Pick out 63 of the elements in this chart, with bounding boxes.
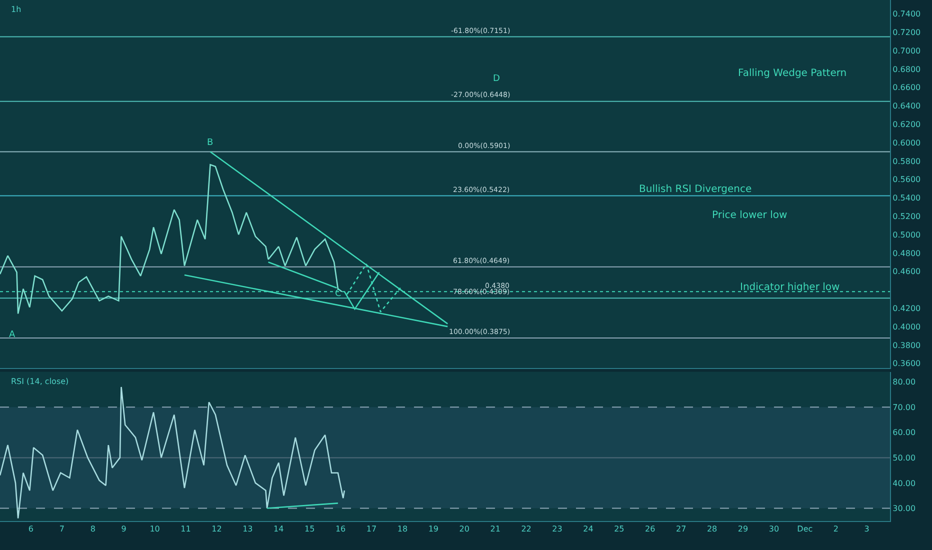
- y-tick-label: 0.4800: [892, 248, 921, 258]
- x-tick-label: 18: [397, 524, 408, 534]
- y-tick-label: 0.7400: [892, 10, 921, 19]
- y-tick-label: 0.6400: [892, 102, 921, 111]
- y-tick-label: 60.00: [892, 428, 916, 438]
- x-tick-label: 3: [864, 524, 870, 534]
- x-tick-label: 14: [274, 524, 284, 534]
- x-tick-label: 22: [521, 524, 532, 534]
- x-tick-label: 25: [614, 524, 624, 534]
- y-tick-label: 40.00: [892, 478, 916, 488]
- x-tick-label: 23: [552, 524, 562, 534]
- x-tick-label: 7: [59, 524, 64, 534]
- annotation: Falling Wedge Pattern: [738, 68, 847, 79]
- x-tick-label: 26: [645, 524, 656, 534]
- y-tick-label: 0.3800: [892, 340, 921, 350]
- y-tick-label: 30.00: [892, 504, 916, 514]
- x-tick-label: 17: [366, 524, 377, 534]
- y-tick-label: 50.00: [892, 453, 916, 462]
- text: RSI (14, close): [11, 377, 69, 386]
- annotation: Indicator higher low: [740, 282, 840, 293]
- annotation: Bullish RSI Divergence: [639, 184, 752, 195]
- y-tick-label: 0.6800: [892, 64, 921, 74]
- x-tick-label: 15: [304, 524, 315, 534]
- annotation: A: [9, 330, 16, 340]
- x-tick-label: 11: [180, 524, 191, 534]
- x-tick-label: 6: [28, 524, 34, 534]
- text: 1h: [11, 5, 22, 14]
- x-tick-label: 20: [459, 524, 470, 534]
- y-tick-label: 0.7000: [892, 46, 921, 56]
- annotation: Price lower low: [712, 210, 788, 221]
- x-tick-label: 9: [121, 524, 126, 534]
- y-tick-label: 0.5600: [892, 175, 921, 184]
- x-tick-label: 12: [212, 524, 222, 534]
- y-tick-label: 0.6600: [892, 83, 921, 92]
- y-tick-label: 0.3600: [892, 359, 921, 368]
- x-tick-label: 24: [583, 524, 594, 534]
- y-tick-label: 0.5400: [892, 194, 921, 203]
- x-tick-label: Dec: [797, 524, 813, 534]
- annotation: B: [207, 138, 214, 148]
- x-tick-label: 28: [706, 524, 718, 534]
- annotation: C: [335, 289, 342, 299]
- x-tick-label: 29: [738, 524, 748, 534]
- x-tick-label: 10: [150, 524, 160, 534]
- x-tick-label: 16: [335, 524, 346, 534]
- y-tick-label: 0.5200: [892, 212, 921, 221]
- x-tick-label: 19: [428, 524, 439, 534]
- y-tick-label: 0.6200: [892, 120, 921, 129]
- y-tick-label: 0.5000: [892, 230, 921, 240]
- y-tick-label: 70.00: [892, 402, 916, 412]
- x-tick-label: 2: [833, 524, 838, 534]
- annotation: D: [493, 74, 500, 84]
- y-tick-label: 0.5800: [892, 156, 921, 166]
- x-tick-label: 13: [242, 524, 253, 534]
- x-tick-label: 21: [490, 524, 500, 534]
- y-tick-label: 80.00: [892, 378, 916, 387]
- y-tick-label: 0.4200: [892, 304, 921, 313]
- x-tick-label: 30: [768, 524, 780, 534]
- y-tick-label: 0.4600: [892, 267, 921, 276]
- y-tick-label: 0.6000: [892, 138, 921, 148]
- x-tick-label: 27: [676, 524, 686, 534]
- y-tick-label: 0.7200: [892, 28, 921, 37]
- x-tick-label: 8: [90, 524, 96, 534]
- y-tick-label: 0.4000: [892, 322, 921, 332]
